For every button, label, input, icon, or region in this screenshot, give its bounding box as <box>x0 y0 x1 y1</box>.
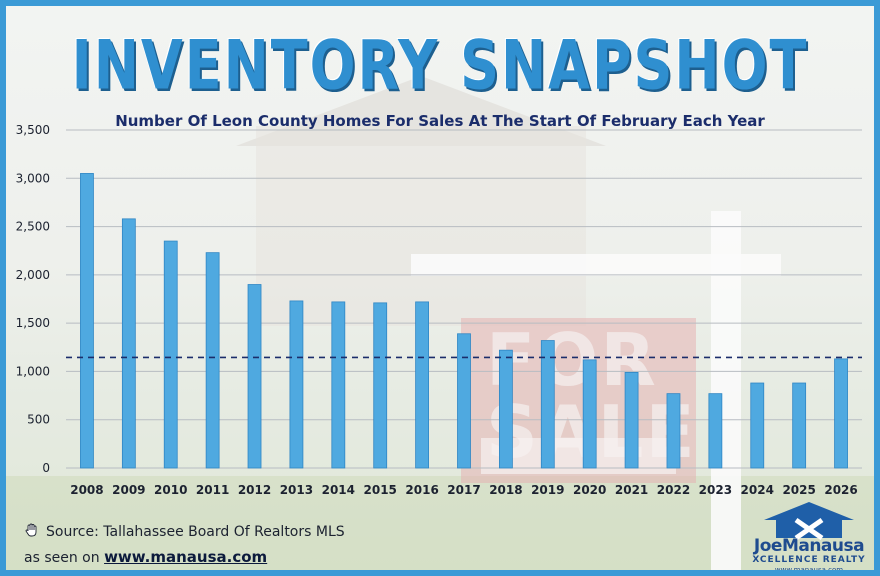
bar-2017 <box>457 333 471 469</box>
x-tick-label: 2016 <box>405 483 438 497</box>
x-axis-tick-labels: 2008 2009 2010 2011 2012 2013 2014 2015 2016 2017… <box>70 483 858 497</box>
bar-2010 <box>163 240 178 469</box>
y-tick-label: 2,500 <box>16 220 50 234</box>
y-tick-label: 1,500 <box>16 316 50 330</box>
bar-2022 <box>666 393 681 469</box>
logo-tagline: XCELLENCE REALTY <box>752 555 866 565</box>
bar-2013 <box>289 300 304 469</box>
bar-2011 <box>205 252 220 469</box>
y-tick-label: 500 <box>27 413 50 427</box>
logo-name: JoeManausa <box>753 536 865 556</box>
y-tick-label: 3,000 <box>16 171 50 185</box>
chart-subtitle: Number Of Leon County Homes For Sales At… <box>115 112 765 130</box>
x-tick-label: 2026 <box>824 483 857 497</box>
seen-on-line: as seen on www.manausa.com <box>24 548 345 566</box>
x-tick-label: 2019 <box>531 483 564 497</box>
seen-on-prefix: as seen on <box>24 550 100 566</box>
bar-2026 <box>834 358 848 469</box>
y-tick-label: 3,500 <box>16 123 50 137</box>
x-tick-label: 2017 <box>447 483 480 497</box>
x-tick-label: 2009 <box>112 483 145 497</box>
y-tick-label: 1,000 <box>16 364 50 378</box>
bar-2019 <box>540 340 555 469</box>
bar-2021 <box>624 371 639 469</box>
logo-url: www.manausa.com <box>774 566 844 574</box>
background-sign-post <box>711 211 741 570</box>
bar-2012 <box>247 284 262 469</box>
x-tick-label: 2024 <box>741 483 774 497</box>
brand-logo: JoeManausa XCELLENCE REALTY www.manausa.… <box>746 500 872 574</box>
bar-2023 <box>708 393 723 469</box>
x-tick-label: 2011 <box>196 483 229 497</box>
x-tick-label: 2022 <box>657 483 690 497</box>
y-tick-label: 2,000 <box>16 268 50 282</box>
source-line: Source: Tallahassee Board Of Realtors ML… <box>24 522 345 542</box>
hand-icon <box>24 522 40 542</box>
x-tick-label: 2013 <box>280 483 313 497</box>
source-block: Source: Tallahassee Board Of Realtors ML… <box>24 522 345 566</box>
bar-2009 <box>121 218 136 469</box>
bar-2025 <box>792 382 807 469</box>
site-link[interactable]: www.manausa.com <box>104 548 268 566</box>
source-text: Source: Tallahassee Board Of Realtors ML… <box>46 524 345 540</box>
bar-2024 <box>750 382 765 469</box>
x-tick-label: 2023 <box>699 483 732 497</box>
x-tick-label: 2018 <box>489 483 522 497</box>
bars <box>80 173 848 469</box>
x-tick-label: 2014 <box>322 483 355 497</box>
x-tick-label: 2010 <box>154 483 187 497</box>
x-tick-label: 2020 <box>573 483 606 497</box>
x-tick-label: 2012 <box>238 483 271 497</box>
bar-2016 <box>415 301 430 469</box>
x-tick-label: 2025 <box>782 483 815 497</box>
bar-2008 <box>80 173 94 469</box>
y-axis-tick-labels: 0 500 1,000 1,500 2,000 2,500 3,000 3,500 <box>16 123 50 475</box>
x-tick-label: 2015 <box>364 483 397 497</box>
x-tick-label: 2008 <box>70 483 103 497</box>
bar-2020 <box>582 359 597 469</box>
x-tick-label: 2021 <box>615 483 648 497</box>
bar-2018 <box>498 349 513 469</box>
bar-2014 <box>331 301 346 469</box>
chart-title: INVENTORY SNAPSHOT <box>71 26 809 105</box>
gridlines <box>66 129 862 469</box>
background-house <box>256 126 586 326</box>
background-sign-arm <box>411 254 781 276</box>
y-tick-label: 0 <box>42 461 50 475</box>
house-x-logo-icon <box>764 502 854 540</box>
bar-2015 <box>373 302 388 469</box>
